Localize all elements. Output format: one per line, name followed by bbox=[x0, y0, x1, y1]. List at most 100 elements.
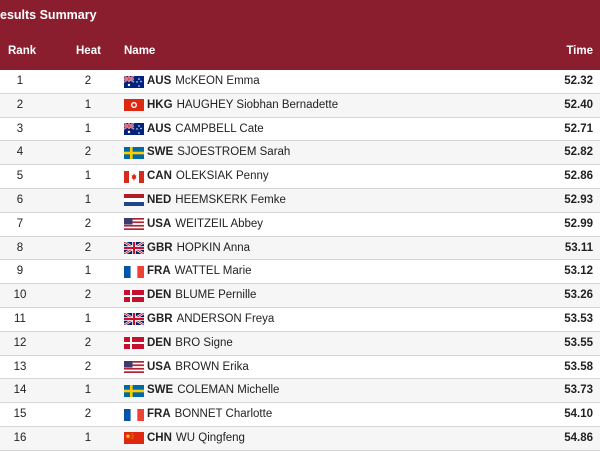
heat-cell: 2 bbox=[84, 336, 92, 349]
time-cell: 53.11 bbox=[564, 241, 593, 254]
heat-cell: 2 bbox=[84, 75, 92, 87]
athlete-name: HAUGHEY Siobhan Bernadette bbox=[176, 98, 339, 111]
noc-code: SWE bbox=[147, 384, 174, 397]
time-cell: 54.86 bbox=[564, 431, 593, 444]
usa-flag-icon bbox=[124, 218, 144, 231]
athlete-cell[interactable]: GBR HOPKIN Anna bbox=[123, 241, 250, 256]
table-row[interactable]: 8 2 GBR HOPKIN Anna 53.11 bbox=[0, 236, 600, 261]
time-cell: 52.86 bbox=[564, 170, 593, 183]
heat-cell: 1 bbox=[84, 431, 92, 444]
athlete-cell[interactable]: FRA BONNET Charlotte bbox=[124, 408, 272, 421]
rank-cell: 12 bbox=[13, 336, 27, 349]
noc-code: CHN bbox=[147, 431, 172, 444]
table-row[interactable]: 11 1 GBR ANDERSON Freya 53.53 bbox=[0, 308, 600, 332]
gbr-flag-icon bbox=[123, 312, 145, 327]
results-header: esults Summary Rank Heat Name Time bbox=[0, 0, 600, 70]
noc-code: NED bbox=[147, 193, 172, 206]
athlete-cell[interactable]: DEN BRO Signe bbox=[124, 337, 233, 350]
athlete-name: BONNET Charlotte bbox=[174, 408, 273, 421]
athlete-name: BLUME Pernille bbox=[175, 289, 257, 302]
noc-code: FRA bbox=[147, 265, 171, 278]
time-column-header[interactable]: Time bbox=[566, 45, 593, 57]
rank-cell: 5 bbox=[16, 170, 24, 183]
time-cell: 53.58 bbox=[564, 360, 593, 373]
athlete-cell[interactable]: USA BROWN Erika bbox=[124, 361, 249, 374]
rank-cell: 10 bbox=[13, 289, 27, 302]
noc-code: USA bbox=[147, 360, 172, 373]
time-cell: 53.26 bbox=[564, 289, 593, 302]
heat-column-header[interactable]: Heat bbox=[76, 45, 101, 57]
chn-flag-icon bbox=[124, 432, 144, 445]
athlete-cell[interactable]: HKG HAUGHEY Siobhan Bernadette bbox=[124, 99, 338, 112]
noc-code: DEN bbox=[147, 289, 172, 302]
noc-code: USA bbox=[147, 217, 172, 230]
time-cell: 52.93 bbox=[564, 193, 593, 206]
table-row[interactable]: 3 1 AUS CAMPBELL Cate 52.71 bbox=[0, 118, 600, 142]
table-row[interactable]: 14 1 SWE COLEMAN Michelle 53.73 bbox=[0, 379, 600, 404]
athlete-cell[interactable]: AUS CAMPBELL Cate bbox=[123, 122, 264, 136]
athlete-cell[interactable]: CHN WU Qingfeng bbox=[124, 432, 245, 445]
table-row[interactable]: 10 2 DEN BLUME Pernille 53.26 bbox=[0, 284, 600, 308]
table-row[interactable]: 15 2 FRA BONNET Charlotte 54.10 bbox=[0, 403, 600, 427]
athlete-name: BRO Signe bbox=[175, 336, 233, 349]
rank-cell: 9 bbox=[16, 265, 24, 278]
time-cell: 53.12 bbox=[564, 265, 593, 278]
athlete-cell[interactable]: NED HEEMSKERK Femke bbox=[124, 194, 286, 207]
heat-cell: 1 bbox=[84, 170, 92, 183]
table-row[interactable]: 13 2 USA BROWN Erika 53.58 bbox=[0, 356, 600, 380]
athlete-cell[interactable]: USA WEITZEIL Abbey bbox=[124, 218, 263, 231]
table-row[interactable]: 4 2 SWE SJOESTROEM Sarah 52.82 bbox=[0, 141, 600, 166]
athlete-name: COLEMAN Michelle bbox=[177, 384, 280, 397]
heat-cell: 1 bbox=[84, 98, 92, 111]
table-row[interactable]: 9 1 FRA WATTEL Marie 53.12 bbox=[0, 260, 600, 285]
athlete-cell[interactable]: AUS McKEON Emma bbox=[123, 74, 260, 88]
ned-flag-icon bbox=[124, 194, 144, 207]
rank-cell: 1 bbox=[16, 75, 24, 87]
noc-code: CAN bbox=[147, 170, 172, 183]
table-row[interactable]: 6 1 NED HEEMSKERK Femke 52.93 bbox=[0, 188, 600, 213]
results-table: 1 2 AUS McKEON Emma 52.32 2 1 HKG HAUGHEY Siobha… bbox=[0, 70, 600, 451]
heat-cell: 2 bbox=[84, 408, 92, 421]
athlete-cell[interactable]: FRA WATTEL Marie bbox=[124, 265, 252, 278]
rank-column-header[interactable]: Rank bbox=[8, 45, 37, 57]
time-cell: 54.10 bbox=[564, 408, 593, 421]
noc-code: AUS bbox=[147, 122, 172, 135]
time-cell: 53.55 bbox=[564, 336, 593, 349]
fra-flag-icon bbox=[124, 408, 144, 421]
rank-cell: 14 bbox=[13, 384, 27, 397]
table-row[interactable]: 2 1 HKG HAUGHEY Siobhan Bernadette 52.40 bbox=[0, 93, 600, 118]
athlete-cell[interactable]: SWE SJOESTROEM Sarah bbox=[124, 146, 290, 159]
can-flag-icon bbox=[124, 170, 144, 183]
athlete-cell[interactable]: SWE COLEMAN Michelle bbox=[124, 384, 279, 397]
den-flag-icon bbox=[124, 289, 144, 302]
athlete-cell[interactable]: GBR ANDERSON Freya bbox=[123, 312, 275, 327]
swe-flag-icon bbox=[124, 146, 144, 159]
heat-cell: 1 bbox=[84, 265, 92, 278]
noc-code: SWE bbox=[147, 146, 174, 159]
athlete-name: CAMPBELL Cate bbox=[175, 122, 264, 135]
name-column-header[interactable]: Name bbox=[124, 45, 156, 57]
heat-cell: 2 bbox=[84, 289, 92, 302]
athlete-cell[interactable]: CAN OLEKSIAK Penny bbox=[124, 170, 269, 183]
table-row[interactable]: 5 1 CAN OLEKSIAK Penny 52.86 bbox=[0, 165, 600, 189]
athlete-name: WEITZEIL Abbey bbox=[175, 217, 264, 230]
athlete-name: McKEON Emma bbox=[175, 75, 260, 87]
gbr-flag-icon bbox=[123, 241, 145, 256]
table-row[interactable]: 7 2 USA WEITZEIL Abbey 52.99 bbox=[0, 213, 600, 237]
table-row[interactable]: 1 2 AUS McKEON Emma 52.32 bbox=[0, 70, 600, 94]
time-cell: 52.71 bbox=[564, 122, 593, 135]
time-cell: 52.82 bbox=[564, 146, 593, 159]
swe-flag-icon bbox=[124, 384, 144, 397]
rank-cell: 15 bbox=[13, 408, 27, 421]
time-cell: 53.53 bbox=[564, 312, 593, 325]
table-row[interactable]: 16 1 CHN WU Qingfeng 54.86 bbox=[0, 426, 600, 451]
aus-flag-icon bbox=[123, 74, 144, 88]
athlete-cell[interactable]: DEN BLUME Pernille bbox=[124, 289, 256, 302]
table-row[interactable]: 12 2 DEN BRO Signe 53.55 bbox=[0, 331, 600, 356]
noc-code: AUS bbox=[147, 75, 172, 87]
page-title: esults Summary bbox=[0, 8, 97, 22]
heat-cell: 1 bbox=[84, 312, 92, 325]
noc-code: GBR bbox=[147, 241, 173, 254]
athlete-name: ANDERSON Freya bbox=[176, 312, 275, 325]
